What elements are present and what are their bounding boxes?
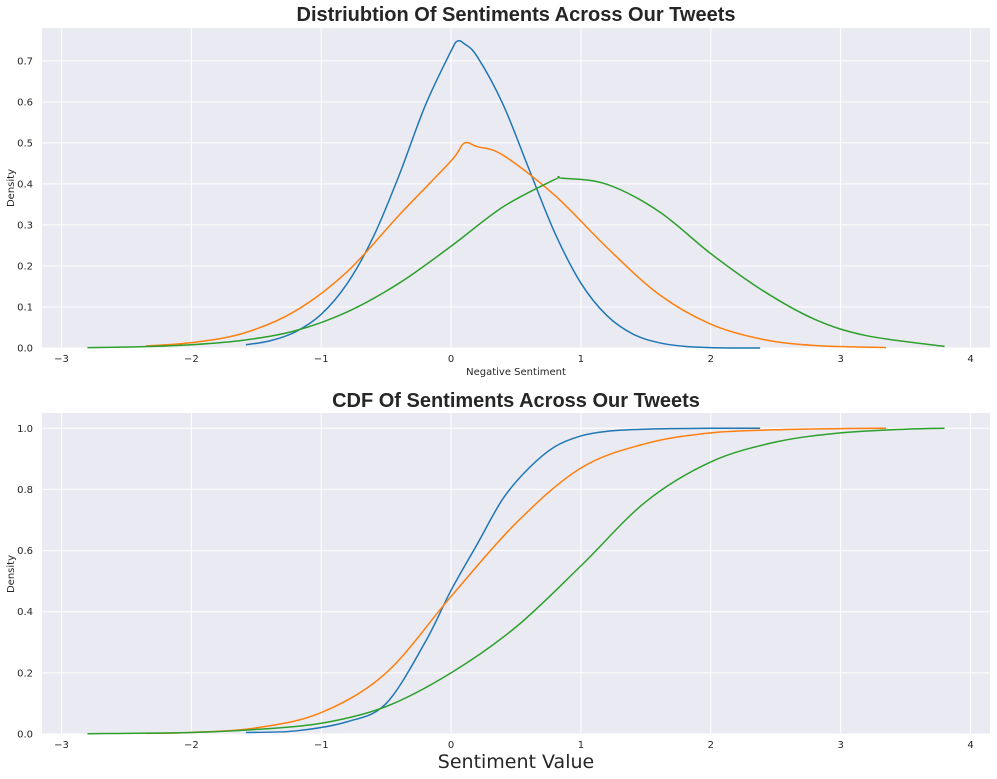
- x-axis-label: Negative Sentiment: [466, 367, 566, 378]
- chart-title: CDF Of Sentiments Across Our Tweets: [332, 390, 700, 412]
- x-axis-label: Sentiment Value: [438, 751, 594, 773]
- y-tick-label: 0.5: [17, 138, 33, 149]
- x-tick-label: −2: [184, 354, 199, 365]
- series-line-1: [145, 427, 887, 735]
- x-axis-ticks: −3 −2 −1 0 1 2 3 4: [54, 354, 974, 365]
- series-line-0: [245, 427, 761, 734]
- x-tick-label: 2: [708, 354, 714, 365]
- x-tick-label: −3: [54, 740, 69, 751]
- grid: [42, 413, 990, 735]
- y-axis-ticks: 0.0 0.2 0.4 0.6 0.8 1.0: [17, 424, 33, 741]
- x-axis-ticks: −3 −2 −1 0 1 2 3 4: [54, 740, 974, 751]
- series-lines: [87, 39, 945, 349]
- y-axis-ticks: 0.0 0.1 0.2 0.3 0.4 0.5 0.6 0.7: [17, 56, 33, 354]
- y-axis-label: Density: [6, 555, 17, 593]
- series-line-0: [245, 39, 761, 349]
- series-lines: [87, 427, 945, 735]
- y-tick-label: 1.0: [17, 424, 33, 435]
- x-tick-label: 3: [837, 740, 843, 751]
- density-chart: Distriubtion Of Sentiments Across Our Tw…: [6, 4, 990, 378]
- plot-area: [42, 28, 990, 348]
- x-tick-label: −1: [314, 354, 329, 365]
- y-tick-label: 0.2: [17, 261, 33, 272]
- x-tick-label: 0: [448, 740, 454, 751]
- y-tick-label: 0.2: [17, 668, 33, 679]
- y-tick-label: 0.8: [17, 485, 33, 496]
- series-line-1: [145, 141, 887, 349]
- y-axis-label: Density: [6, 169, 17, 207]
- x-tick-label: 0: [448, 354, 454, 365]
- x-tick-label: −2: [184, 740, 199, 751]
- plot-area: [42, 413, 990, 734]
- y-tick-label: 0.4: [17, 179, 33, 190]
- y-tick-label: 0.6: [17, 97, 33, 108]
- series-line-2: [87, 175, 945, 349]
- y-tick-label: 0.0: [17, 730, 33, 741]
- y-tick-label: 0.1: [17, 302, 33, 313]
- x-tick-label: 2: [708, 740, 714, 751]
- chart-title: Distriubtion Of Sentiments Across Our Tw…: [297, 4, 736, 26]
- y-tick-label: 0.6: [17, 546, 33, 557]
- series-line-2: [87, 427, 945, 735]
- x-tick-label: 1: [578, 740, 584, 751]
- y-tick-label: 0.4: [17, 607, 33, 618]
- y-tick-label: 0.3: [17, 220, 33, 231]
- y-tick-label: 0.7: [17, 56, 33, 67]
- cdf-chart: CDF Of Sentiments Across Our Tweets −3 −2…: [6, 390, 990, 773]
- x-tick-label: 4: [967, 740, 973, 751]
- x-tick-label: 4: [967, 354, 973, 365]
- x-tick-label: 1: [578, 354, 584, 365]
- grid: [42, 28, 990, 349]
- y-tick-label: 0.0: [17, 344, 33, 355]
- x-tick-label: −3: [54, 354, 69, 365]
- x-tick-label: −1: [314, 740, 329, 751]
- x-tick-label: 3: [837, 354, 843, 365]
